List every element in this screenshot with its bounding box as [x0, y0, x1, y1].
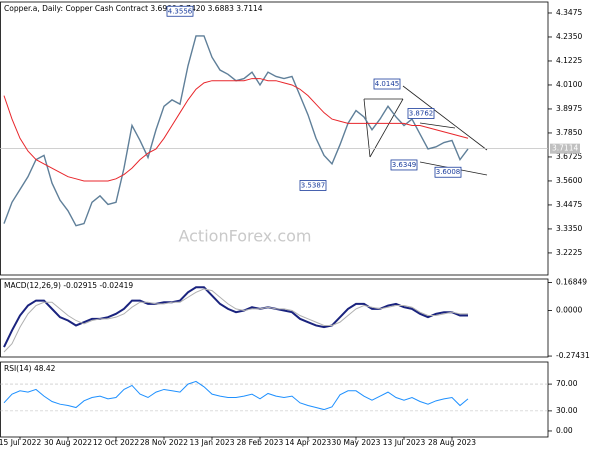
y-tick-label: 3.3350 [556, 224, 582, 233]
annotation-box [299, 180, 327, 191]
series-line [3, 380, 469, 411]
watermark: ActionForex.com [178, 227, 311, 246]
x-tick-label: 28 Nov 2022 [140, 438, 188, 447]
y-tick-label: 3.5600 [556, 176, 582, 185]
y-tick-label: 0.0000 [556, 306, 582, 315]
annotation-box [166, 5, 194, 17]
x-tick-label: 14 Apr 2023 [285, 438, 332, 447]
last-price-tag [550, 143, 580, 154]
x-tick-label: 28 Feb 2023 [237, 438, 284, 447]
series-line [3, 288, 468, 353]
annotation: 3.5387 [301, 181, 326, 189]
annotation-box [390, 159, 418, 171]
y-tick-label: 3.7850 [556, 128, 582, 137]
panel-frame [0, 361, 549, 438]
x-tick-label: 30 Aug 2022 [44, 438, 92, 447]
trendline [419, 122, 456, 129]
y-tick-label: 3.6725 [556, 152, 582, 161]
y-tick-label: -0.27431 [556, 351, 590, 360]
y-tick-label: 0.00 [556, 426, 573, 435]
panel-title: Copper.a, Daily: Copper Cash Contract 3.… [4, 4, 263, 13]
annotation: 3.6349 [392, 161, 417, 169]
trendline [369, 98, 404, 158]
trendline [363, 98, 371, 158]
x-tick-label: 15 Jul 2022 [0, 438, 41, 447]
annotation: 4.0145 [375, 80, 400, 88]
annotation-box [373, 78, 401, 90]
x-tick-label: 12 Oct 2022 [93, 438, 140, 447]
y-tick-label: 4.3475 [556, 8, 582, 17]
annotation: 3.6008 [436, 168, 461, 176]
y-tick-label: 3.4475 [556, 200, 582, 209]
annotation-box [407, 108, 435, 119]
x-tick-label: 13 Jan 2023 [190, 438, 235, 447]
y-tick-label: 4.2350 [556, 32, 582, 41]
x-tick-label: 13 Jul 2023 [383, 438, 426, 447]
annotation-box [434, 166, 462, 178]
annotation: 3.8762 [409, 110, 434, 118]
panel-frame [0, 1, 549, 276]
annotation: 4.3556 [168, 7, 193, 15]
y-tick-label: 4.0100 [556, 80, 582, 89]
series-line [3, 78, 469, 182]
trendline [402, 85, 488, 151]
y-tick-label: 4.1225 [556, 56, 582, 65]
x-tick-label: 28 Aug 2023 [428, 438, 476, 447]
last-price-label: 3.7114 [552, 144, 578, 153]
y-tick-label: 0.16849 [556, 278, 587, 287]
y-tick-label: 70.00 [556, 379, 578, 388]
y-tick-label: 30.00 [556, 406, 578, 415]
series-line [3, 286, 468, 348]
panel-title: MACD(12,26,9) -0.02915 -0.02419 [4, 281, 133, 290]
x-tick-label: 30 May 2023 [332, 438, 381, 447]
panel-title: RSI(14) 48.42 [4, 364, 56, 373]
panel-frame [0, 278, 549, 358]
y-tick-label: 3.8975 [556, 104, 582, 113]
y-tick-label: 3.2225 [556, 248, 582, 257]
